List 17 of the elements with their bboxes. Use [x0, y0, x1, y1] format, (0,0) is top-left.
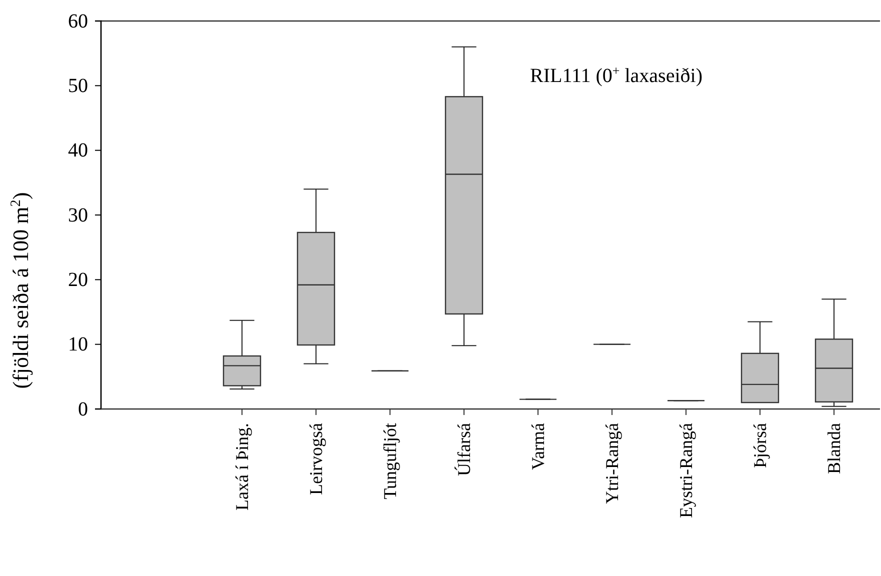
x-tick-label: Leirvogsá	[306, 423, 326, 495]
y-tick-label: 40	[68, 140, 88, 162]
x-tick-label: Úlfarsá	[454, 423, 474, 476]
x-tick-label: Laxá í Þing.	[232, 423, 252, 510]
y-tick-label: 0	[78, 398, 88, 420]
x-tick-label: Blanda	[824, 423, 844, 474]
x-tick-label: Þjórsá	[750, 422, 770, 468]
x-tick-label: Varmá	[528, 422, 548, 470]
x-tick-label: Eystri-Rangá	[676, 423, 696, 518]
y-tick-label: 20	[68, 269, 88, 292]
x-tick-label: Tungufljót	[380, 423, 400, 500]
y-tick-label: 60	[68, 10, 88, 32]
x-tick-label: Ytri-Rangá	[602, 423, 622, 504]
annotation: RIL111 (0$^{+}$ laxaseiði)	[530, 62, 702, 87]
y-tick-label: 30	[68, 204, 88, 226]
y-tick-label: 50	[68, 75, 88, 98]
y-tick-label: 10	[68, 334, 88, 356]
